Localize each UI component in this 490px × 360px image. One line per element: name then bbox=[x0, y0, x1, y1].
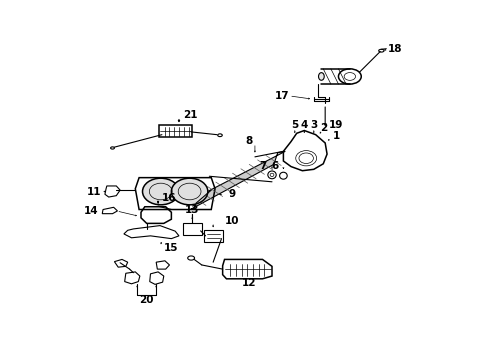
Text: 12: 12 bbox=[242, 278, 256, 288]
Text: 13: 13 bbox=[185, 204, 199, 215]
Text: 8: 8 bbox=[245, 136, 253, 146]
Circle shape bbox=[172, 178, 208, 205]
Circle shape bbox=[143, 178, 179, 205]
FancyBboxPatch shape bbox=[204, 230, 222, 242]
Text: 20: 20 bbox=[140, 294, 154, 305]
Text: 21: 21 bbox=[183, 110, 197, 120]
Text: 17: 17 bbox=[274, 91, 289, 101]
Text: 4: 4 bbox=[300, 120, 308, 130]
Text: 14: 14 bbox=[84, 206, 98, 216]
FancyBboxPatch shape bbox=[159, 125, 192, 137]
Text: 7: 7 bbox=[259, 161, 267, 171]
Text: 6: 6 bbox=[271, 161, 278, 171]
Text: 5: 5 bbox=[291, 120, 298, 130]
Text: 16: 16 bbox=[162, 193, 176, 203]
Text: 15: 15 bbox=[164, 243, 178, 253]
FancyBboxPatch shape bbox=[183, 222, 202, 235]
Text: 9: 9 bbox=[228, 189, 236, 199]
Text: 18: 18 bbox=[388, 44, 402, 54]
Text: 1: 1 bbox=[333, 131, 340, 141]
Text: 10: 10 bbox=[224, 216, 239, 226]
Ellipse shape bbox=[318, 73, 324, 80]
Text: 11: 11 bbox=[87, 186, 101, 197]
Text: 2: 2 bbox=[319, 123, 327, 133]
Text: 3: 3 bbox=[310, 120, 318, 130]
Text: 19: 19 bbox=[329, 120, 343, 130]
Polygon shape bbox=[190, 151, 285, 210]
